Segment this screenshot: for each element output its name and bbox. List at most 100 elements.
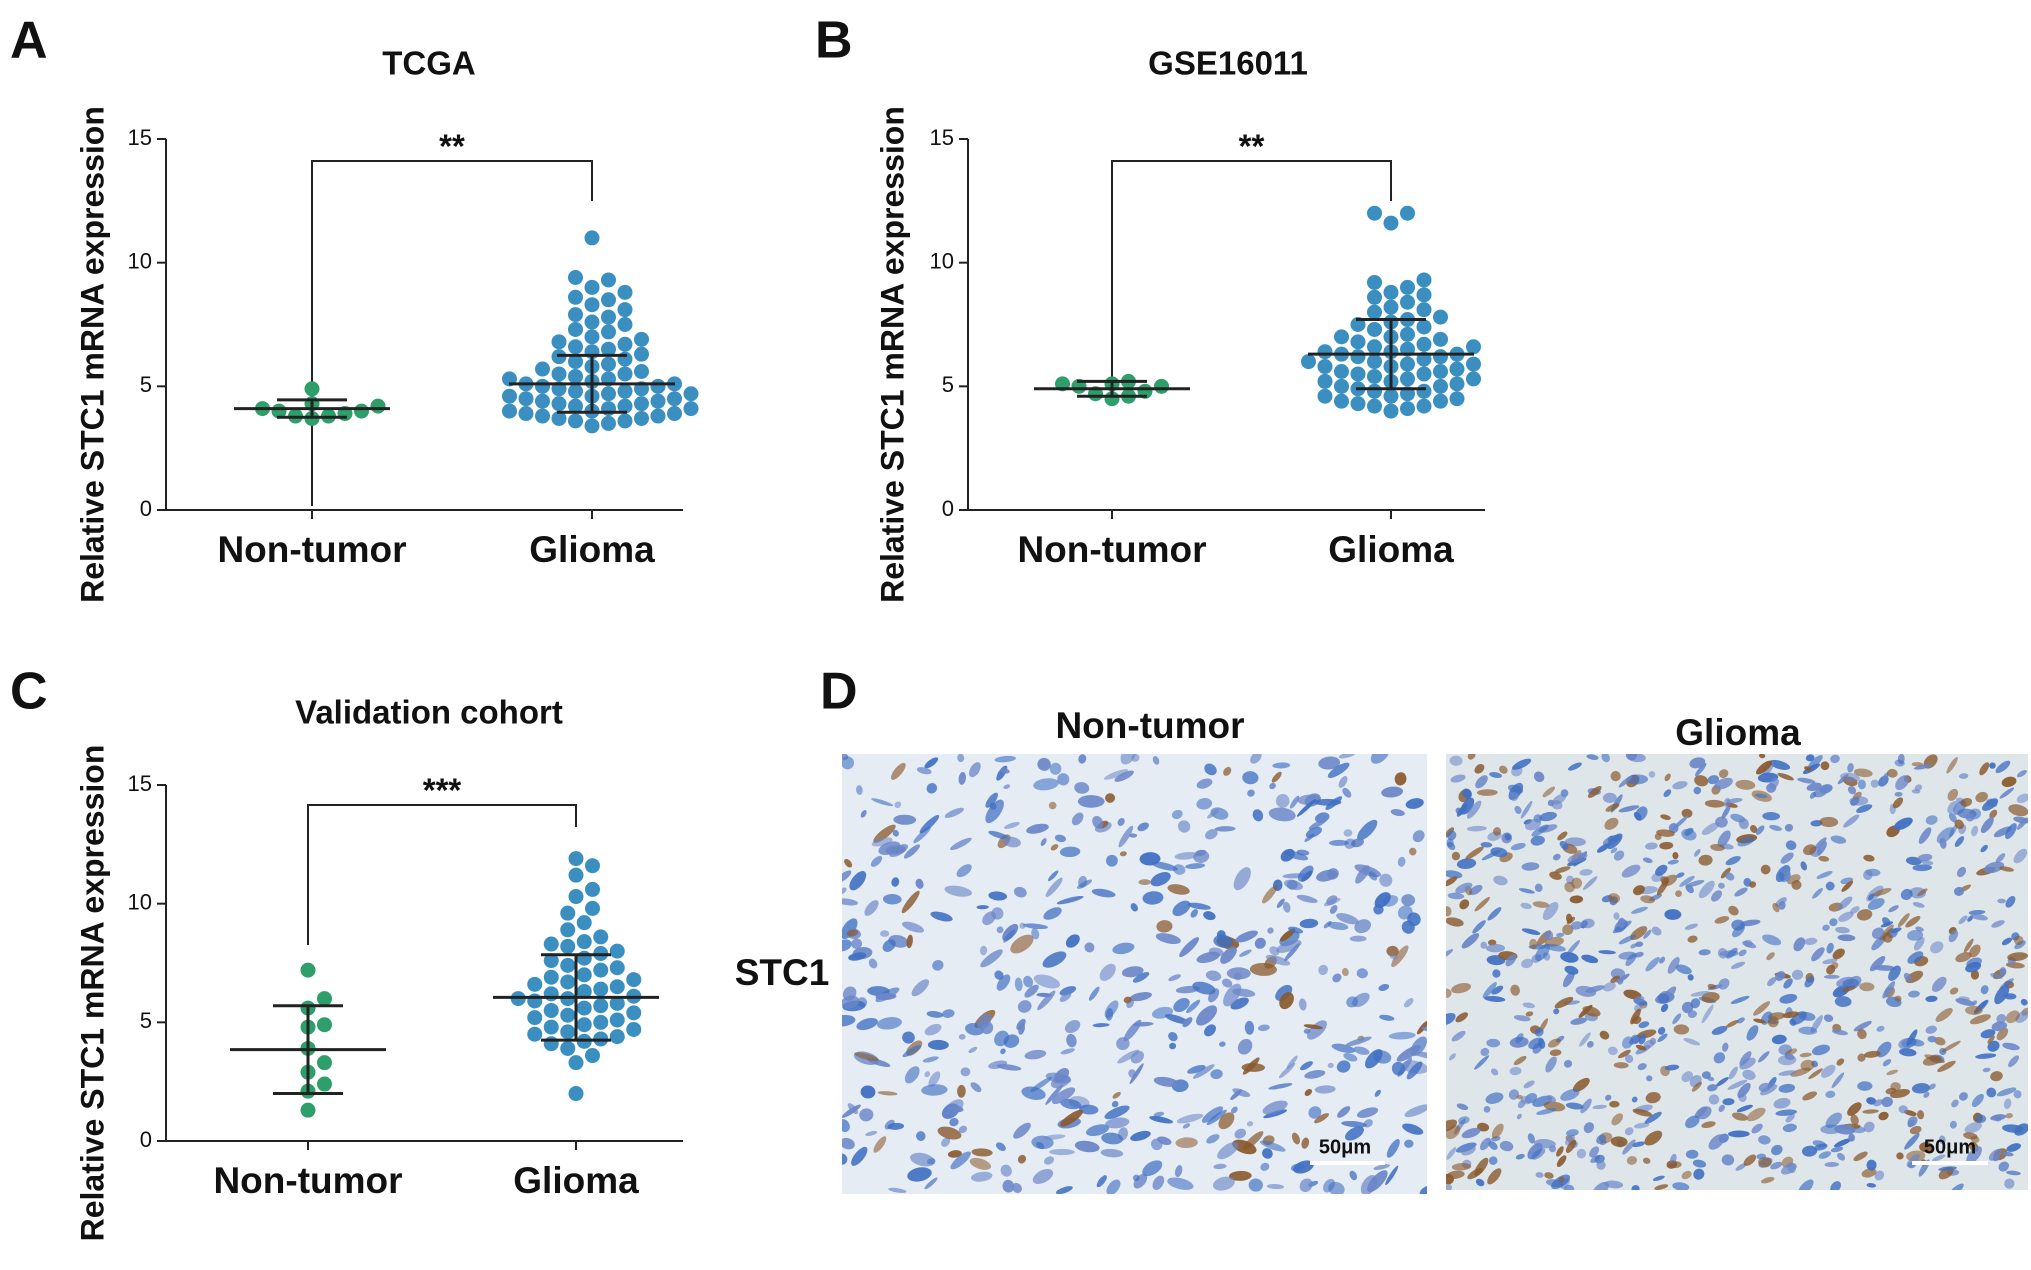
cell (851, 1146, 868, 1166)
cell (970, 1082, 982, 1093)
cell (1830, 835, 1847, 844)
cell (913, 826, 931, 844)
cell (1681, 1170, 1692, 1180)
cell (1842, 978, 1860, 988)
cell (1149, 1115, 1173, 1124)
cell (1096, 1175, 1107, 1188)
cell (1243, 1131, 1264, 1150)
cell (1911, 762, 1924, 767)
data-point (609, 979, 625, 995)
cell (1946, 757, 1958, 774)
cell (1634, 951, 1644, 958)
cell (996, 974, 1011, 991)
cell (1291, 1132, 1301, 1145)
cell (1049, 762, 1062, 775)
cell (1368, 871, 1378, 881)
cell (1050, 844, 1059, 851)
cell (1337, 1106, 1351, 1118)
data-point (543, 1002, 559, 1018)
cell (1446, 1147, 1457, 1160)
cell (1525, 818, 1542, 831)
data-point (1350, 366, 1366, 382)
cell (1610, 975, 1621, 983)
cell (1785, 1113, 1795, 1123)
cell (1834, 1138, 1852, 1148)
data-point (1416, 398, 1432, 414)
cell (1336, 1060, 1351, 1073)
data-point (543, 936, 559, 952)
cells (842, 754, 1427, 1194)
cell (1784, 870, 1791, 882)
cell (1949, 987, 1959, 995)
cell (1872, 888, 1892, 897)
data-point (1367, 398, 1382, 414)
cell (926, 1158, 936, 1165)
data-point (1334, 393, 1349, 409)
cell (1522, 1002, 1536, 1009)
cell (1554, 996, 1574, 1009)
data-point (317, 1055, 332, 1071)
cell (1611, 1113, 1624, 1126)
cell (1849, 796, 1869, 806)
cell (1681, 1071, 1693, 1083)
cell (1968, 909, 1986, 915)
cell (1598, 950, 1616, 955)
cell (1673, 1024, 1690, 1035)
cell (1196, 798, 1213, 810)
cell (1830, 1181, 1842, 1190)
cell (1447, 892, 1465, 900)
cell (1767, 1016, 1779, 1028)
cell (1958, 915, 1968, 925)
cell (1354, 919, 1372, 934)
cell (1485, 944, 1506, 953)
cell (1365, 1049, 1383, 1069)
data-point (1400, 326, 1415, 342)
data-point (560, 938, 576, 954)
cell (1461, 933, 1480, 949)
cell (932, 959, 944, 971)
cell (1233, 867, 1251, 891)
cell (1925, 995, 1938, 1002)
cell (1542, 786, 1556, 798)
cell (1491, 985, 1504, 995)
cell (1960, 798, 1973, 807)
cell (873, 824, 896, 843)
cell (1637, 1063, 1647, 1071)
cell (1248, 1178, 1263, 1192)
cell (1640, 895, 1656, 904)
cell (1560, 952, 1579, 963)
cell (1407, 912, 1421, 927)
data-point (560, 974, 576, 990)
cell (1948, 930, 1959, 943)
data-point (601, 324, 616, 340)
cell (877, 1091, 898, 1096)
cell (1655, 864, 1668, 876)
cell (1953, 886, 1964, 897)
cell (1837, 896, 1853, 910)
cell (1771, 1144, 1783, 1156)
cell (1131, 754, 1140, 762)
cell (1622, 1036, 1634, 1049)
cell (1552, 853, 1561, 861)
cell (1037, 990, 1056, 1011)
cell (1772, 902, 1780, 913)
cell (1513, 1055, 1527, 1066)
cell (1017, 1154, 1027, 1164)
cell (1713, 1052, 1726, 1064)
cell (1296, 798, 1317, 817)
data-point (1367, 368, 1382, 384)
cell (1785, 840, 1797, 851)
cell (1618, 805, 1640, 813)
cell (1823, 1014, 1834, 1023)
cell (1338, 754, 1356, 759)
cell (1446, 988, 1452, 998)
cell (1675, 964, 1692, 975)
cell (1711, 890, 1722, 902)
cell (1911, 1083, 1930, 1094)
cell (980, 945, 988, 956)
cell (1740, 919, 1761, 927)
data-point (568, 1086, 584, 1102)
data-point (1383, 299, 1399, 315)
cell (1681, 1001, 1694, 1014)
cell (1947, 788, 1959, 801)
